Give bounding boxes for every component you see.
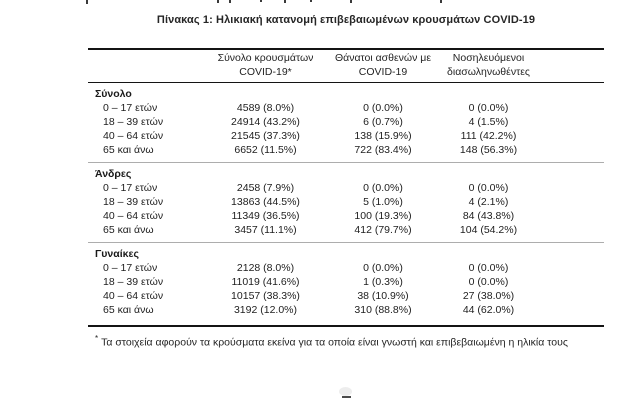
column-header-intubated: Νοσηλευόμενοι διασωληνωθέντες [438,52,539,79]
deaths-value: 1 (0.3%) [363,276,403,288]
age-group-label: 40 – 64 ετών [103,210,164,222]
column-header-intubated-line2: διασωληνωθέντες [447,65,530,78]
age-group-label: 65 και άνω [103,224,154,236]
clipped-text-fragment [217,0,219,3]
clipped-text-fragment [86,0,88,4]
column-header-deaths: Θάνατοι ασθενών με COVID-19 [328,52,438,79]
table-row: 18 – 39 ετών 11019 (41.6%) 1 (0.3%) 0 (0… [88,275,604,289]
page-number-partial-underline [342,396,351,398]
section-men: Άνδρες 0 – 17 ετών 2458 (7.9%) 0 (0.0%) … [88,163,604,237]
cases-value: 24914 (43.2%) [231,116,300,128]
clipped-text-fragment [229,0,231,3]
age-group-label: 40 – 64 ετών [103,290,164,302]
clipped-text-fragment [440,0,442,3]
age-group-label: 18 – 39 ετών [103,196,164,208]
intubated-value: 104 (54.2%) [459,224,518,236]
footnote: * Τα στοιχεία αφορούν τα κρούσματα εκείνα… [95,332,611,350]
table-row: 0 – 17 ετών 2128 (8.0%) 0 (0.0%) 0 (0.0%… [88,261,604,275]
intubated-value: 4 (1.5%) [468,116,509,128]
table-row: 40 – 64 ετών 11349 (36.5%) 100 (19.3%) 8… [88,209,604,223]
column-header-intubated-line1: Νοσηλευόμενοι [452,52,525,64]
footnote-marker: * [95,334,99,343]
section-header-women: Γυναίκες [95,248,139,260]
cases-value: 6652 (11.5%) [234,144,297,156]
section-divider [88,242,604,243]
section-total: Σύνολο 0 – 17 ετών 4589 (8.0%) 0 (0.0%) … [88,83,604,157]
intubated-value: 27 (38.0%) [462,290,515,302]
column-header-deaths-line2: COVID-19 [358,65,408,78]
table-row: 40 – 64 ετών 10157 (38.3%) 38 (10.9%) 27… [88,289,604,303]
column-header-cases: Σύνολο κρουσμάτων COVID-19* [203,52,328,79]
cases-value: 11349 (36.5%) [231,210,300,222]
age-group-label: 0 – 17 ετών [103,182,158,194]
page-title: Πίνακας 1: Ηλικιακή κατανομή επιβεβαιωμέ… [156,14,536,26]
table-row: 65 και άνω 3192 (12.0%) 310 (88.8%) 44 (… [88,303,604,317]
section-header-men: Άνδρες [95,168,132,180]
section-header-total: Σύνολο [95,88,132,100]
intubated-value: 0 (0.0%) [468,102,509,114]
cases-value: 10157 (38.3%) [231,290,300,302]
clipped-text-fragment [350,0,352,3]
table-row: 18 – 39 ετών 13863 (44.5%) 5 (1.0%) 4 (2… [88,195,604,209]
age-group-label: 18 – 39 ετών [103,116,164,128]
table-row: 0 – 17 ετών 2458 (7.9%) 0 (0.0%) 0 (0.0%… [88,181,604,195]
table-row: 40 – 64 ετών 21545 (37.3%) 138 (15.9%) 1… [88,129,604,143]
age-group-label: 18 – 39 ετών [103,276,164,288]
deaths-value: 138 (15.9%) [354,130,412,142]
page-number-partial [339,387,352,396]
deaths-value: 6 (0.7%) [363,116,403,128]
deaths-value: 310 (88.8%) [354,304,412,316]
intubated-value: 84 (43.8%) [462,210,515,222]
table-row: 65 και άνω 3457 (11.1%) 412 (79.7%) 104 … [88,223,604,237]
table-bottom-padding [88,317,604,325]
intubated-value: 44 (62.0%) [462,304,515,316]
section-women: Γυναίκες 0 – 17 ετών 2128 (8.0%) 0 (0.0%… [88,243,604,317]
cases-value: 2128 (8.0%) [236,262,295,274]
table-row: 18 – 39 ετών 24914 (43.2%) 6 (0.7%) 4 (1… [88,115,604,129]
data-table: Σύνολο κρουσμάτων COVID-19* Θάνατοι ασθε… [88,48,604,327]
column-header-cases-line2: COVID-19* [239,65,292,78]
cases-value: 21545 (37.3%) [231,130,300,142]
age-group-label: 0 – 17 ετών [103,262,158,274]
age-group-label: 40 – 64 ετών [103,130,164,142]
age-group-label: 65 και άνω [103,304,154,316]
deaths-value: 0 (0.0%) [363,182,403,194]
intubated-value: 148 (56.3%) [459,144,518,156]
intubated-value: 0 (0.0%) [468,276,509,288]
table-header-row: Σύνολο κρουσμάτων COVID-19* Θάνατοι ασθε… [88,50,604,83]
cases-value: 4589 (8.0%) [236,102,295,114]
intubated-value: 0 (0.0%) [468,182,509,194]
deaths-value: 0 (0.0%) [363,102,403,114]
cases-value: 3192 (12.0%) [233,304,298,316]
clipped-text-fragment [260,0,262,2]
cases-value: 13863 (44.5%) [231,196,300,208]
column-header-deaths-line1: Θάνατοι ασθενών με [334,52,432,64]
clipped-text-fragment [284,0,286,3]
clipped-text-fragment [310,0,312,2]
section-divider [88,162,604,163]
header-spacer [88,52,203,79]
age-group-label: 65 και άνω [103,144,154,156]
deaths-value: 722 (83.4%) [354,144,412,156]
cases-value: 2458 (7.9%) [236,182,295,194]
deaths-value: 100 (19.3%) [354,210,412,222]
table-row: 65 και άνω 6652 (11.5%) 722 (83.4%) 148 … [88,143,604,157]
column-header-cases-line1: Σύνολο κρουσμάτων [217,52,314,64]
table-row: 0 – 17 ετών 4589 (8.0%) 0 (0.0%) 0 (0.0%… [88,101,604,115]
intubated-value: 4 (2.1%) [468,196,509,208]
deaths-value: 412 (79.7%) [354,224,412,236]
age-group-label: 0 – 17 ετών [103,102,158,114]
deaths-value: 0 (0.0%) [363,262,403,274]
footnote-text: Τα στοιχεία αφορούν τα κρούσματα εκείνα … [101,336,568,349]
intubated-value: 111 (42.2%) [460,130,517,142]
deaths-value: 38 (10.9%) [357,290,409,302]
intubated-value: 0 (0.0%) [468,262,509,274]
cases-value: 11019 (41.6%) [231,276,300,288]
cases-value: 3457 (11.1%) [234,224,297,236]
deaths-value: 5 (1.0%) [363,196,403,208]
